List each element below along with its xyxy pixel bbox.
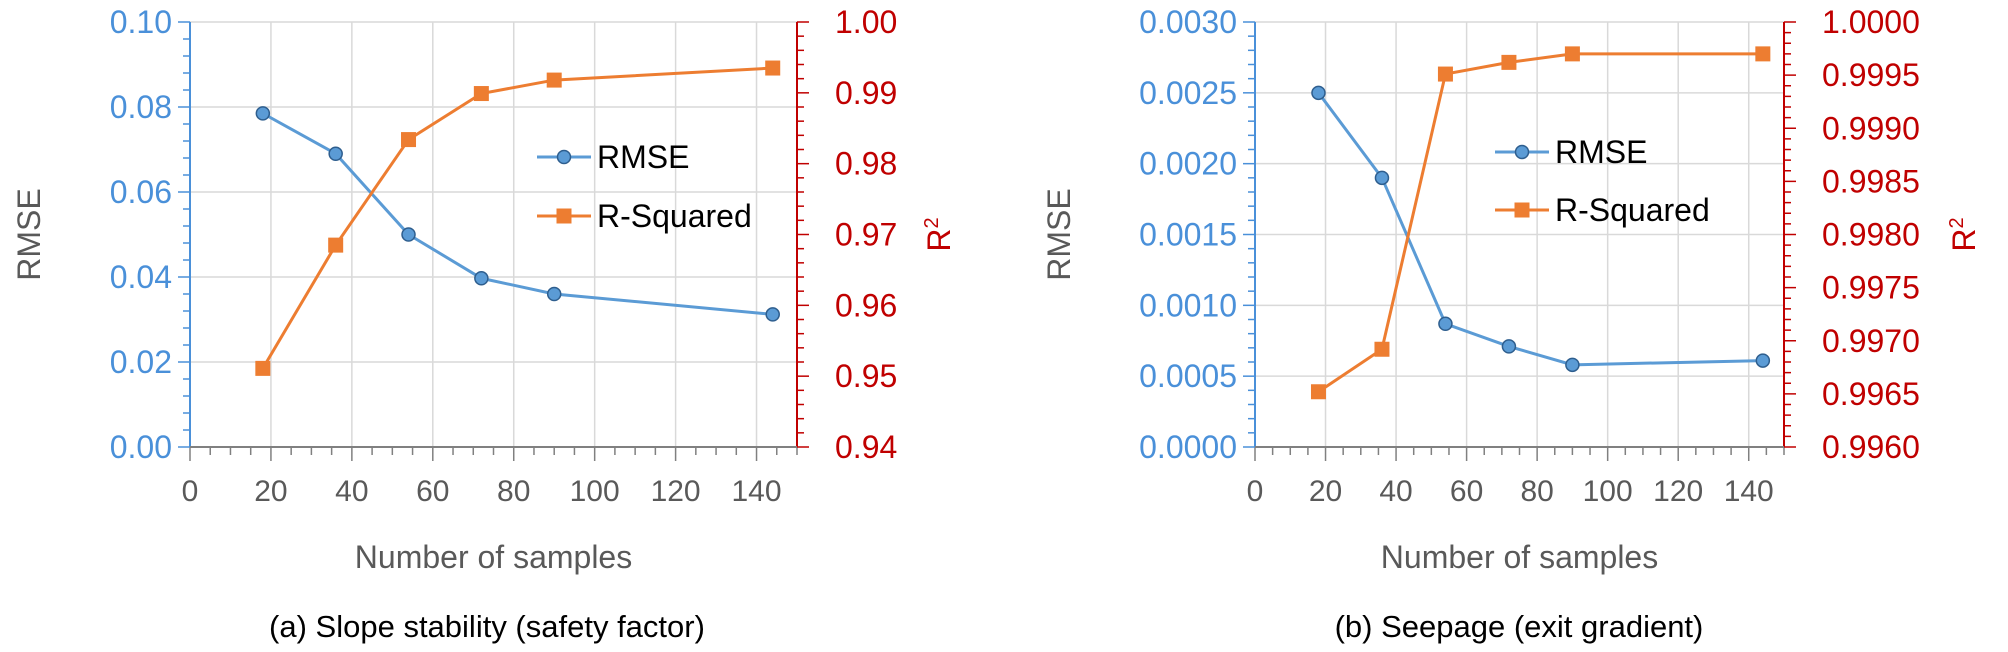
left-y-tick-label: 0.00 — [110, 429, 172, 465]
legend-marker-square — [1514, 202, 1530, 218]
r2-data-point — [328, 237, 344, 253]
left-y-axis-title: RMSE — [11, 188, 47, 280]
rmse-series-line — [262, 112, 773, 316]
r2-data-point — [255, 360, 271, 376]
right-y-tick-label: 0.96 — [835, 287, 897, 323]
r2-superscript: 2 — [921, 217, 943, 228]
r2-data-point — [765, 60, 781, 76]
left-y-axis-title: RMSE — [1041, 188, 1077, 280]
right-y-tick-label: 0.9980 — [1822, 217, 1920, 253]
legend-label: RMSE — [597, 139, 689, 175]
rmse-data-point — [1311, 85, 1326, 101]
r2-superscript: 2 — [1946, 217, 1968, 228]
right-y-tick-label: 0.98 — [835, 146, 897, 182]
x-tick-label: 40 — [335, 475, 368, 508]
right-y-tick-label: 0.99 — [835, 75, 897, 111]
right-y-tick-label: 0.9995 — [1822, 57, 1920, 93]
x-tick-label: 140 — [732, 475, 782, 508]
x-axis-title: Number of samples — [1381, 539, 1658, 575]
rmse-data-point — [474, 271, 489, 286]
r2-data-point — [401, 132, 417, 148]
left-y-tick-label: 0.02 — [110, 344, 172, 380]
legend-marker-square — [556, 208, 572, 224]
r2-base: R — [921, 229, 957, 252]
right-y-tick-label: 0.9990 — [1822, 110, 1920, 146]
left-y-tick-label: 0.0000 — [1139, 429, 1237, 465]
x-tick-label: 140 — [1724, 475, 1774, 508]
right-y-tick-label: 0.9960 — [1822, 429, 1920, 465]
r2-data-point — [1437, 66, 1453, 82]
left-y-tick-label: 0.10 — [110, 4, 172, 40]
right-y-tick-label: 0.9965 — [1822, 376, 1920, 412]
left-y-tick-label: 0.0020 — [1139, 146, 1237, 182]
x-tick-label: 120 — [651, 475, 701, 508]
legend-label: RMSE — [1555, 134, 1647, 170]
right-y-tick-label: 0.97 — [835, 217, 897, 253]
x-tick-label: 120 — [1653, 475, 1703, 508]
rmse-data-point — [401, 227, 416, 242]
left-y-tick-label: 0.0025 — [1139, 75, 1237, 111]
rmse-data-point — [1565, 357, 1580, 373]
x-tick-label: 80 — [1520, 475, 1553, 508]
left-y-tick-label: 0.0030 — [1139, 4, 1237, 40]
legend-marker-circle — [1514, 144, 1530, 160]
x-tick-label: 60 — [1450, 475, 1483, 508]
figure-caption: (b) Seepage (exit gradient) — [1335, 609, 1704, 644]
right-y-tick-label: 0.94 — [835, 429, 897, 465]
r2-series-line — [261, 66, 773, 370]
right-y-tick-label: 0.9985 — [1822, 163, 1920, 199]
x-tick-label: 80 — [497, 475, 530, 508]
x-tick-label: 60 — [416, 475, 449, 508]
legend-label: R-Squared — [597, 198, 752, 234]
left-y-tick-label: 0.0010 — [1139, 287, 1237, 323]
left-y-tick-label: 0.06 — [110, 174, 172, 210]
x-tick-label: 20 — [254, 475, 287, 508]
x-tick-label: 100 — [570, 475, 620, 508]
x-tick-label: 100 — [1583, 475, 1633, 508]
r2-data-point — [546, 72, 562, 88]
r2-data-point — [1310, 384, 1326, 400]
rmse-data-point — [1438, 316, 1453, 331]
rmse-data-point — [1501, 339, 1517, 354]
r2-base: R — [1946, 229, 1982, 252]
left-y-tick-label: 0.0015 — [1139, 217, 1237, 253]
r2-data-point — [1755, 46, 1771, 62]
right-y-axis-title: R2 — [921, 217, 957, 251]
rmse-data-point — [546, 286, 562, 302]
r2-data-point — [1564, 46, 1580, 62]
x-axis-title: Number of samples — [355, 539, 632, 575]
left-y-tick-label: 0.08 — [110, 89, 172, 125]
left-y-tick-label: 0.04 — [110, 259, 172, 295]
rmse-data-point — [1755, 353, 1771, 368]
rmse-data-point — [255, 106, 271, 121]
figure-caption: (a) Slope stability (safety factor) — [269, 609, 705, 644]
rmse-data-point — [765, 307, 780, 322]
x-tick-label: 40 — [1379, 475, 1412, 508]
legend-label: R-Squared — [1555, 192, 1710, 228]
rmse-data-point — [328, 146, 343, 161]
right-y-tick-label: 1.0000 — [1822, 4, 1920, 40]
x-tick-label: 20 — [1309, 475, 1342, 508]
r2-data-point — [473, 86, 489, 102]
r2-data-point — [1374, 341, 1390, 357]
r2-data-point — [1501, 54, 1517, 70]
x-tick-label: 0 — [1247, 475, 1264, 508]
x-tick-label: 0 — [182, 475, 199, 508]
rmse-data-point — [1374, 170, 1390, 186]
right-y-axis-title: R2 — [1946, 217, 1982, 251]
rmse-series-line — [1317, 91, 1763, 367]
chart-panel: 0 20 40 60 80 100 120 140 0.0000 0.0005 0.0010 0.00… — [1041, 4, 1982, 644]
right-y-tick-label: 0.9975 — [1822, 270, 1920, 306]
left-y-tick-label: 0.0005 — [1139, 358, 1237, 394]
r2-series-line — [1317, 52, 1763, 393]
chart-panel: 0 20 40 60 80 100 120 140 0.00 0.02 0.04 0.06 0.08 0.… — [11, 4, 957, 644]
legend-marker-circle — [556, 149, 572, 165]
right-y-tick-label: 0.95 — [835, 358, 897, 394]
right-y-tick-label: 1.00 — [835, 4, 897, 40]
right-y-tick-label: 0.9970 — [1822, 323, 1920, 359]
